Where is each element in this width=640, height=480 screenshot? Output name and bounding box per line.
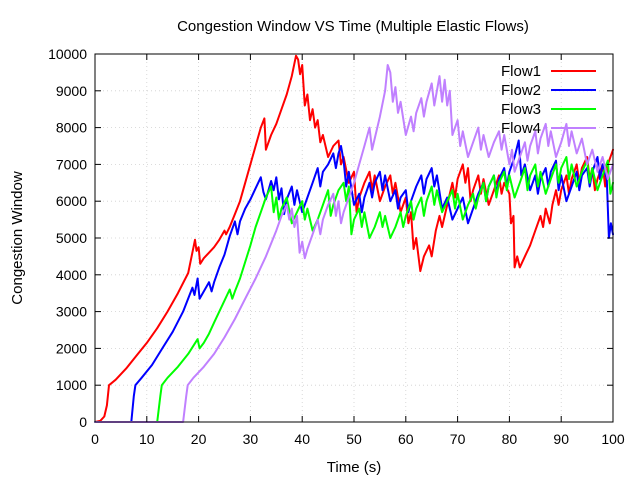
y-tick-label: 10000	[48, 46, 87, 62]
x-tick-label: 40	[294, 431, 310, 447]
y-tick-label: 1000	[56, 377, 87, 393]
y-tick-label: 6000	[56, 193, 87, 209]
x-tick-label: 20	[191, 431, 207, 447]
x-tick-label: 50	[346, 431, 362, 447]
y-tick-label: 8000	[56, 120, 87, 136]
y-tick-label: 3000	[56, 304, 87, 320]
x-tick-label: 0	[91, 431, 99, 447]
legend-label-flow2: Flow2	[501, 82, 541, 99]
y-tick-label: 0	[79, 414, 87, 430]
y-tick-label: 5000	[56, 230, 87, 246]
x-tick-label: 100	[601, 431, 625, 447]
chart-title: Congestion Window VS Time (Multiple Elas…	[177, 18, 529, 35]
series-line-flow4	[94, 64, 614, 423]
x-tick-label: 30	[243, 431, 259, 447]
x-tick-label: 10	[139, 431, 155, 447]
x-axis-title: Time (s)	[327, 459, 381, 476]
x-tick-label: 60	[398, 431, 414, 447]
y-tick-label: 9000	[56, 83, 87, 99]
legend-label-flow4: Flow4	[501, 120, 541, 137]
series-line-flow1	[94, 54, 614, 423]
legend-label-flow3: Flow3	[501, 101, 541, 118]
series-line-flow2	[94, 139, 614, 423]
y-tick-label: 7000	[56, 156, 87, 172]
y-tick-label: 4000	[56, 267, 87, 283]
x-tick-label: 70	[450, 431, 466, 447]
axis-ticks: 0 10 20 30 40 50 60 70 80 90 100010002000300040005…	[48, 46, 625, 447]
x-tick-label: 80	[502, 431, 518, 447]
x-tick-label: 90	[553, 431, 569, 447]
y-axis-title: Congestion Window	[9, 171, 26, 305]
series-line-flow3	[94, 156, 614, 423]
legend-label-flow1: Flow1	[501, 63, 541, 80]
legend: Flow1 Flow2 Flow3 Flow4	[501, 63, 596, 137]
series-lines	[94, 54, 614, 423]
y-tick-label: 2000	[56, 340, 87, 356]
